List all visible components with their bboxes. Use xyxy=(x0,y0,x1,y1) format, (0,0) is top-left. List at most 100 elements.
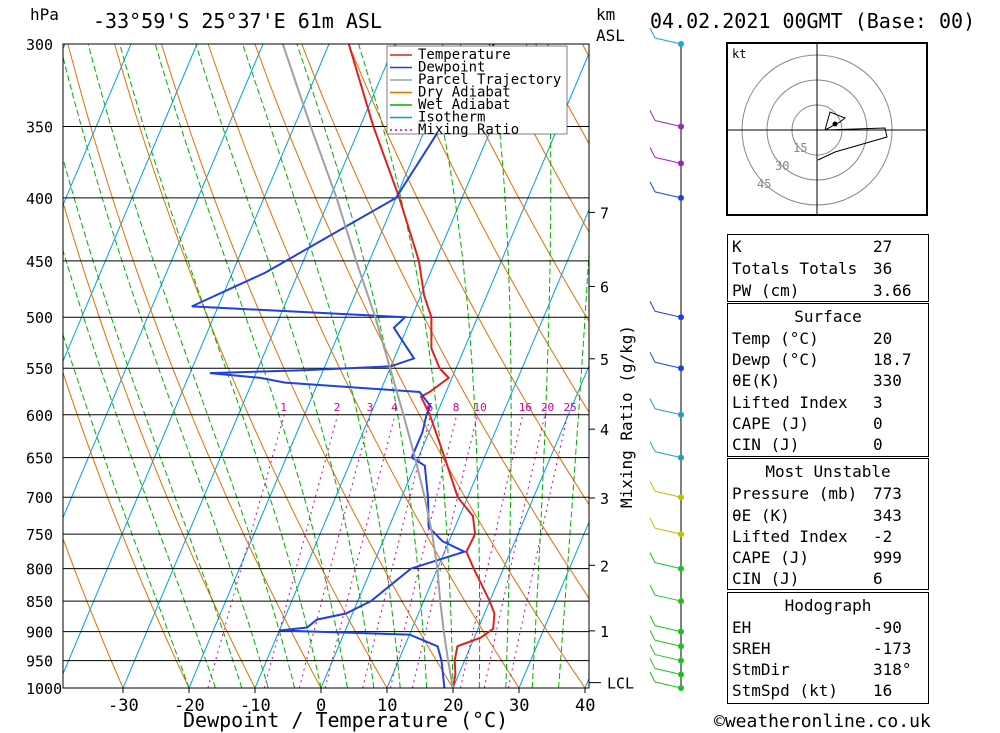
wind-barb-flag xyxy=(649,671,656,683)
hodo-label: StmDir xyxy=(732,660,790,679)
isotherm-line xyxy=(518,520,589,688)
km-tick-label: 7 xyxy=(600,204,609,222)
pressure-tick-label: 550 xyxy=(26,360,53,378)
wind-barb xyxy=(654,654,682,662)
pressure-tick-label: 700 xyxy=(26,489,53,507)
mu-value: 6 xyxy=(873,569,883,588)
wind-barb-flag xyxy=(649,301,656,312)
wind-barb xyxy=(654,527,682,535)
wind-barb-flag xyxy=(649,398,656,409)
hodo-value: 16 xyxy=(873,681,893,700)
legend-label: Isotherm xyxy=(418,110,485,126)
km-tick-label: 2 xyxy=(600,557,609,575)
wind-barb xyxy=(654,451,682,459)
isotherm-line xyxy=(122,44,396,688)
hodo-label: EH xyxy=(732,618,752,637)
mixing-ratio-label: 25 xyxy=(564,401,577,414)
isotherm-line xyxy=(386,208,589,688)
dry-adiabat-line xyxy=(394,44,589,414)
profile-series xyxy=(191,44,496,688)
mixing-ratio-label: 10 xyxy=(473,401,486,414)
index-label: K xyxy=(732,237,742,256)
hodo-value: -90 xyxy=(873,618,902,637)
wet-adiabat-line xyxy=(531,44,552,688)
x-tick-label: 10 xyxy=(377,696,397,716)
dry-adiabat-line xyxy=(63,537,124,688)
wind-barb xyxy=(654,361,682,369)
mixing-ratio-label: 3 xyxy=(367,401,374,414)
isotherm-line xyxy=(320,52,589,688)
mu-label: θE (K) xyxy=(732,506,790,525)
mixing-ratio-labels: 1 2 3 4 6 8 10 16 20 25 xyxy=(280,401,577,414)
index-label: PW (cm) xyxy=(732,281,800,300)
x-tick-label: -20 xyxy=(174,696,205,716)
most-unstable-title: Most Unstable xyxy=(765,462,891,481)
hodograph-unit: kt xyxy=(732,47,746,61)
surface-value: 330 xyxy=(873,371,902,390)
wind-barb-flag xyxy=(649,615,656,626)
wind-barb xyxy=(654,156,682,164)
index-value: 27 xyxy=(873,237,893,256)
wind-barb-flag xyxy=(649,552,656,563)
wind-barb-flag xyxy=(649,630,656,641)
dry-adiabat-line xyxy=(207,44,520,688)
wet-adiabat-line xyxy=(119,44,322,688)
wind-barb-flag xyxy=(649,27,656,39)
hodograph-indices-panel: Hodograph EH -90 SREH -173 StmDir 318° S… xyxy=(727,592,929,704)
parcel-trajectory-line xyxy=(281,44,454,688)
legend-label: Parcel Trajectory xyxy=(418,72,561,88)
km-tick-label: 1 xyxy=(600,623,609,641)
dry-adiabat-line xyxy=(160,44,454,688)
pressure-tick-label: 600 xyxy=(26,407,53,425)
legend-label: Dry Adiabat xyxy=(418,85,511,101)
wet-adiabat-line xyxy=(296,44,428,688)
hodo-value: 318° xyxy=(873,660,912,679)
unit-km: km xyxy=(596,5,615,24)
wind-barb xyxy=(654,119,682,127)
pressure-tick-label: 900 xyxy=(26,624,53,642)
most-unstable-panel: Most Unstable Pressure (mb) 773 θE (K) 3… xyxy=(727,458,929,590)
km-tick-label: 4 xyxy=(600,421,609,439)
dry-adiabat-line xyxy=(441,44,589,323)
x-axis-label: Dewpoint / Temperature (°C) xyxy=(183,708,508,732)
indices-general-panel: K 27 Totals Totals 36 PW (cm) 3.66 xyxy=(727,234,929,302)
km-tick-label: 6 xyxy=(600,278,609,296)
hodograph: kt 15 30 45 xyxy=(726,42,928,216)
plot-frame xyxy=(62,43,590,689)
wind-barb xyxy=(654,562,682,570)
x-tick-label: -30 xyxy=(108,696,139,716)
mu-label: Pressure (mb) xyxy=(732,484,858,503)
wet-adiabat-line xyxy=(558,245,589,688)
legend-label: Temperature xyxy=(418,47,511,63)
hodograph-ring-label: 30 xyxy=(775,159,789,173)
surface-value: 18.7 xyxy=(873,350,912,369)
pressure-tick-label: 400 xyxy=(26,190,53,208)
mixing-ratio-line xyxy=(263,414,339,688)
mixing-ratio-label: 4 xyxy=(391,401,398,414)
wind-barb-flag xyxy=(649,644,656,655)
wet-adiabat-line xyxy=(154,44,348,688)
mixing-ratio-line xyxy=(483,414,546,688)
mixing-ratio-label: 6 xyxy=(427,401,434,414)
lcl-label: LCL xyxy=(607,675,634,693)
hodo-value: -173 xyxy=(873,639,912,658)
mixing-ratio-label: 16 xyxy=(519,401,532,414)
pressure-tick-label: 850 xyxy=(26,593,53,611)
x-tick-label: 20 xyxy=(443,696,463,716)
legend-label: Mixing Ratio xyxy=(418,122,519,138)
isotherm-line xyxy=(188,44,462,688)
x-tick-label: 0 xyxy=(316,696,326,716)
index-value: 36 xyxy=(873,259,893,278)
wet-adiabat-line xyxy=(87,44,296,688)
wind-barb xyxy=(654,191,682,199)
datetime-title: 04.02.2021 00GMT (Base: 00) xyxy=(650,9,975,33)
legend-box xyxy=(386,45,568,135)
pressure-tick-label: 800 xyxy=(26,561,53,579)
mixing-ratio-label: 8 xyxy=(453,401,460,414)
wind-barb xyxy=(654,310,682,318)
isotherm-line xyxy=(452,364,589,688)
wet-adiabat-line xyxy=(242,44,401,688)
wind-barb xyxy=(654,594,682,602)
